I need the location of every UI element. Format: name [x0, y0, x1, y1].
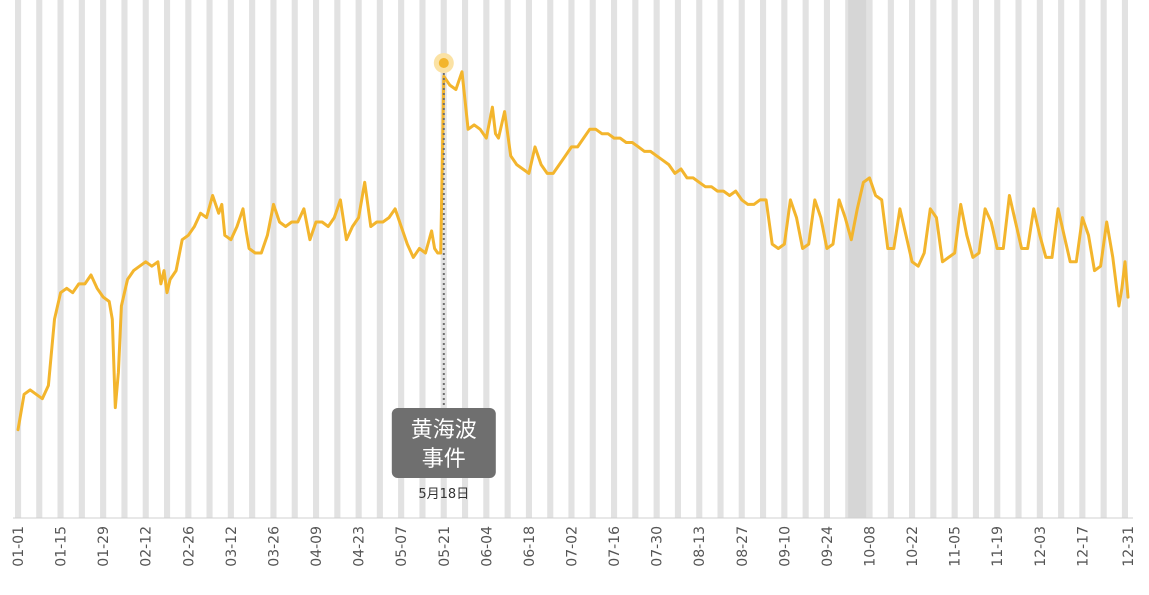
weekend-band: [398, 0, 405, 518]
weekend-band: [1121, 0, 1128, 518]
x-tick-label: 06-18: [522, 526, 538, 567]
x-tick-label: 07-02: [565, 526, 581, 567]
weekend-band: [1079, 0, 1086, 518]
weekend-band: [164, 0, 171, 518]
weekend-band: [866, 0, 873, 518]
weekend-band: [206, 0, 213, 518]
x-tick-label: 04-09: [309, 526, 325, 567]
weekend-band: [355, 0, 362, 518]
weekend-band: [36, 0, 43, 518]
x-tick-label: 04-23: [352, 526, 368, 567]
weekend-band: [696, 0, 703, 518]
annotation-label-line-1: 黄海波: [411, 418, 477, 443]
weekend-band: [462, 0, 469, 518]
weekend-band: [887, 0, 894, 518]
weekend-band: [994, 0, 1001, 518]
x-tick-label: 12-31: [1121, 526, 1137, 567]
annotation-label-line-2: 事件: [422, 447, 466, 472]
x-tick-label: 01-01: [11, 526, 27, 567]
weekend-band: [78, 0, 85, 518]
weekend-band: [270, 0, 277, 518]
weekend-band: [291, 0, 298, 518]
weekend-band: [589, 0, 596, 518]
weekend-band: [504, 0, 511, 518]
x-axis-ticks: 01-01 01-15 01-29 02-12 02-26 03-12 03-26 04-09…: [11, 526, 1137, 567]
x-tick-label: 01-29: [96, 526, 112, 567]
weekend-band: [15, 0, 22, 518]
weekend-band: [738, 0, 745, 518]
x-tick-label: 08-27: [735, 526, 751, 567]
x-tick-label: 11-05: [948, 526, 964, 567]
annotation-callout[interactable]: 黄海波 事件 5月18日: [391, 53, 496, 502]
weekend-band: [57, 0, 64, 518]
annotation-date-label: 5月18日: [418, 487, 469, 502]
weekend-band: [760, 0, 767, 518]
weekend-band: [376, 0, 383, 518]
x-tick-label: 05-21: [437, 526, 453, 567]
weekend-band: [121, 0, 128, 518]
weekend-band: [632, 0, 639, 518]
x-tick-label: 03-12: [224, 526, 240, 567]
weekend-band: [717, 0, 724, 518]
x-tick-label: 09-10: [777, 526, 793, 567]
x-tick-label: 03-26: [267, 526, 283, 567]
weekend-band: [227, 0, 234, 518]
weekend-band: [823, 0, 830, 518]
holiday-band: [848, 0, 867, 518]
x-tick-label: 12-17: [1075, 526, 1091, 567]
x-tick-label: 12-03: [1033, 526, 1049, 567]
x-tick-label: 11-19: [990, 526, 1006, 567]
weekend-band: [653, 0, 660, 518]
weekend-band: [951, 0, 958, 518]
weekend-band: [419, 0, 426, 518]
x-tick-label: 07-16: [607, 526, 623, 567]
weekend-band: [568, 0, 575, 518]
x-tick-label: 02-26: [181, 526, 197, 567]
weekend-band: [1100, 0, 1107, 518]
weekend-band: [185, 0, 192, 518]
weekend-band: [972, 0, 979, 518]
weekend-band: [781, 0, 788, 518]
weekend-band: [1015, 0, 1022, 518]
weekend-band: [142, 0, 149, 518]
weekend-bands: [13, 0, 1133, 519]
weekend-band: [249, 0, 256, 518]
weekend-band: [930, 0, 937, 518]
annotation-marker[interactable]: [438, 58, 449, 68]
x-tick-label: 09-24: [820, 526, 836, 567]
annotation-label-box: [391, 408, 496, 478]
weekend-band: [547, 0, 554, 518]
x-tick-label: 10-22: [905, 526, 921, 567]
weekend-band: [483, 0, 490, 518]
weekend-band: [100, 0, 107, 518]
weekend-band: [674, 0, 681, 518]
x-tick-label: 02-12: [139, 526, 155, 567]
weekend-band: [611, 0, 618, 518]
weekend-band: [802, 0, 809, 518]
x-tick-label: 01-15: [54, 526, 70, 567]
weekend-band: [313, 0, 320, 518]
x-tick-label: 08-13: [692, 526, 708, 567]
x-tick-label: 07-30: [650, 526, 666, 567]
series-line: [16, 70, 1130, 432]
weekend-band: [1058, 0, 1065, 518]
x-tick-label: 06-04: [479, 526, 495, 567]
x-tick-label: 10-08: [863, 526, 879, 567]
weekend-band: [1036, 0, 1043, 518]
x-tick-label: 05-07: [394, 526, 410, 567]
weekend-band: [525, 0, 532, 518]
weekend-band: [334, 0, 341, 518]
